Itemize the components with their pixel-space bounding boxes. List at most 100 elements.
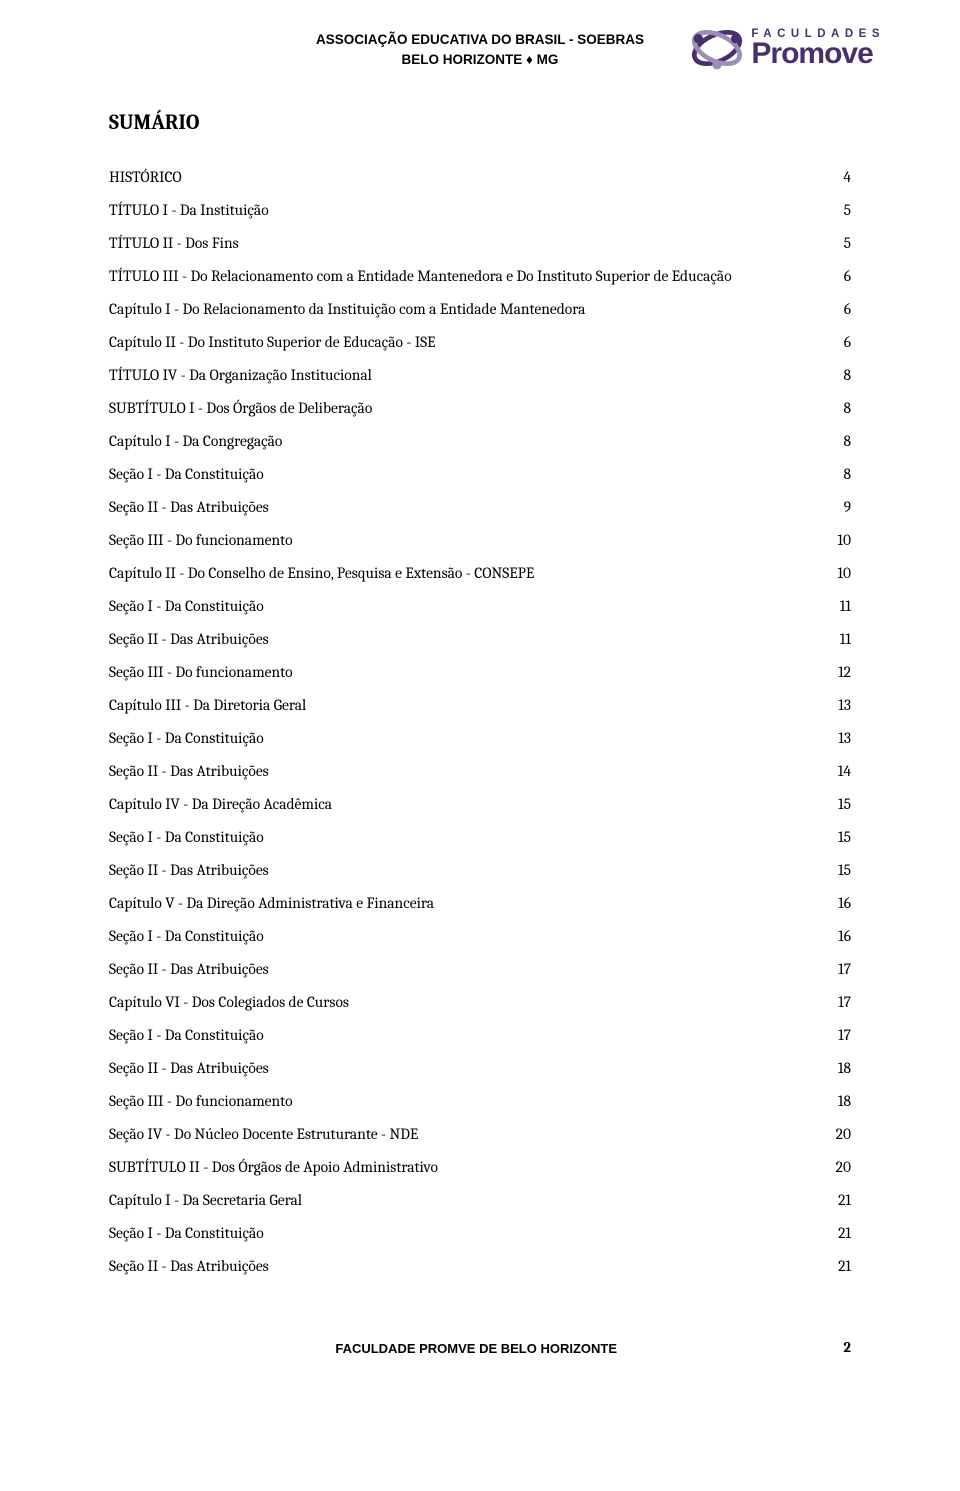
toc-label: Seção I - Da Constituição	[109, 590, 821, 623]
toc-label: Capítulo I - Do Relacionamento da Instit…	[109, 293, 821, 326]
toc-row: Capítulo I - Do Relacionamento da Instit…	[109, 293, 851, 326]
toc-page: 17	[821, 1019, 851, 1052]
toc-page: 6	[821, 260, 851, 293]
toc-label: Seção I - Da Constituição	[109, 920, 821, 953]
toc-row: Seção I - Da Constituição21	[109, 1217, 851, 1250]
toc-label: Seção II - Das Atribuições	[109, 854, 821, 887]
toc-row: Capítulo IV - Da Direção Acadêmica15	[109, 788, 851, 821]
toc-page: 13	[821, 689, 851, 722]
toc-page: 13	[821, 722, 851, 755]
page-header: ASSOCIAÇÃO EDUCATIVA DO BRASIL - SOEBRAS…	[95, 30, 865, 71]
toc-row: Capítulo I - Da Secretaria Geral21	[109, 1184, 851, 1217]
header-line1: ASSOCIAÇÃO EDUCATIVA DO BRASIL - SOEBRAS	[316, 30, 644, 50]
toc-label: Seção III - Do funcionamento	[109, 1085, 821, 1118]
toc-row: Seção II - Das Atribuições18	[109, 1052, 851, 1085]
toc-label: Capítulo I - Da Congregação	[109, 425, 821, 458]
toc-page: 21	[821, 1184, 851, 1217]
header-line2: BELO HORIZONTE ♦ MG	[316, 50, 644, 70]
toc-page: 5	[821, 194, 851, 227]
toc-page: 8	[821, 425, 851, 458]
toc-page: 18	[821, 1085, 851, 1118]
toc-row: Seção II - Das Atribuições15	[109, 854, 851, 887]
toc-page: 10	[821, 557, 851, 590]
toc-page: 8	[821, 359, 851, 392]
toc-page: 4	[821, 161, 851, 194]
toc-row: Seção II - Das Atribuições14	[109, 755, 851, 788]
toc-label: Capítulo II - Do Conselho de Ensino, Pes…	[109, 557, 821, 590]
toc-label: Capítulo V - Da Direção Administrativa e…	[109, 887, 821, 920]
toc-page: 18	[821, 1052, 851, 1085]
toc-row: SUBTÍTULO I - Dos Órgãos de Deliberação8	[109, 392, 851, 425]
toc-label: Capítulo I - Da Secretaria Geral	[109, 1184, 821, 1217]
toc-page: 15	[821, 821, 851, 854]
page-title: SUMÁRIO	[109, 111, 865, 135]
toc-label: Capítulo IV - Da Direção Acadêmica	[109, 788, 821, 821]
toc-label: TÍTULO I - Da Instituição	[109, 194, 821, 227]
toc-row: Capítulo V - Da Direção Administrativa e…	[109, 887, 851, 920]
toc-page: 9	[821, 491, 851, 524]
toc-row: Seção II - Das Atribuições9	[109, 491, 851, 524]
toc-page: 8	[821, 458, 851, 491]
toc-label: Seção II - Das Atribuições	[109, 1250, 821, 1283]
toc-row: Seção I - Da Constituição17	[109, 1019, 851, 1052]
logo-bottom-text: Promove	[751, 40, 885, 69]
toc-label: Seção IV - Do Núcleo Docente Estruturant…	[109, 1118, 821, 1151]
toc-label: Seção II - Das Atribuições	[109, 491, 821, 524]
toc-page: 8	[821, 392, 851, 425]
page-footer: FACULDADE PROMVE DE BELO HORIZONTE 2	[95, 1338, 865, 1356]
toc-row: Seção IV - Do Núcleo Docente Estruturant…	[109, 1118, 851, 1151]
page-number: 2	[843, 1338, 851, 1356]
toc-row: TÍTULO I - Da Instituição5	[109, 194, 851, 227]
toc-page: 11	[821, 590, 851, 623]
toc-page: 11	[821, 623, 851, 656]
toc-row: Capítulo II - Do Instituto Superior de E…	[109, 326, 851, 359]
logo-icon	[689, 20, 745, 76]
toc-label: Seção I - Da Constituição	[109, 1217, 821, 1250]
toc-label: Capítulo III - Da Diretoria Geral	[109, 689, 821, 722]
toc-page: 14	[821, 755, 851, 788]
header-text: ASSOCIAÇÃO EDUCATIVA DO BRASIL - SOEBRAS…	[316, 30, 644, 71]
toc-row: Seção III - Do funcionamento18	[109, 1085, 851, 1118]
toc-row: Seção I - Da Constituição15	[109, 821, 851, 854]
toc-row: Capítulo III - Da Diretoria Geral13	[109, 689, 851, 722]
toc-row: TÍTULO II - Dos Fins5	[109, 227, 851, 260]
toc-page: 21	[821, 1217, 851, 1250]
toc-label: Seção III - Do funcionamento	[109, 656, 821, 689]
footer-center-text: FACULDADE PROMVE DE BELO HORIZONTE	[109, 1341, 843, 1356]
toc-row: Capítulo II - Do Conselho de Ensino, Pes…	[109, 557, 851, 590]
toc-label: Seção II - Das Atribuições	[109, 953, 821, 986]
toc-row: HISTÓRICO4	[109, 161, 851, 194]
table-of-contents: HISTÓRICO4TÍTULO I - Da Instituição5TÍTU…	[109, 161, 851, 1283]
toc-label: SUBTÍTULO I - Dos Órgãos de Deliberação	[109, 392, 821, 425]
toc-label: Seção II - Das Atribuições	[109, 1052, 821, 1085]
toc-row: Seção I - Da Constituição16	[109, 920, 851, 953]
toc-page: 17	[821, 986, 851, 1019]
toc-row: Seção III - Do funcionamento10	[109, 524, 851, 557]
toc-row: SUBTÍTULO II - Dos Órgãos de Apoio Admin…	[109, 1151, 851, 1184]
toc-row: Seção I - Da Constituição13	[109, 722, 851, 755]
toc-label: TÍTULO III - Do Relacionamento com a Ent…	[109, 260, 821, 293]
toc-row: Seção II - Das Atribuições17	[109, 953, 851, 986]
toc-page: 21	[821, 1250, 851, 1283]
toc-row: Seção II - Das Atribuições11	[109, 623, 851, 656]
toc-label: Capítulo II - Do Instituto Superior de E…	[109, 326, 821, 359]
toc-page: 20	[821, 1151, 851, 1184]
logo-text: FACULDADES Promove	[751, 28, 885, 69]
toc-page: 16	[821, 920, 851, 953]
toc-page: 17	[821, 953, 851, 986]
toc-page: 6	[821, 326, 851, 359]
toc-page: 5	[821, 227, 851, 260]
toc-page: 15	[821, 788, 851, 821]
toc-label: Seção I - Da Constituição	[109, 1019, 821, 1052]
toc-row: Capítulo VI - Dos Colegiados de Cursos17	[109, 986, 851, 1019]
toc-page: 10	[821, 524, 851, 557]
toc-page: 20	[821, 1118, 851, 1151]
toc-label: Seção I - Da Constituição	[109, 458, 821, 491]
toc-row: Seção I - Da Constituição11	[109, 590, 851, 623]
toc-label: Seção I - Da Constituição	[109, 821, 821, 854]
toc-row: Seção II - Das Atribuições21	[109, 1250, 851, 1283]
toc-label: SUBTÍTULO II - Dos Órgãos de Apoio Admin…	[109, 1151, 821, 1184]
toc-label: Seção III - Do funcionamento	[109, 524, 821, 557]
toc-page: 16	[821, 887, 851, 920]
toc-row: Seção I - Da Constituição8	[109, 458, 851, 491]
